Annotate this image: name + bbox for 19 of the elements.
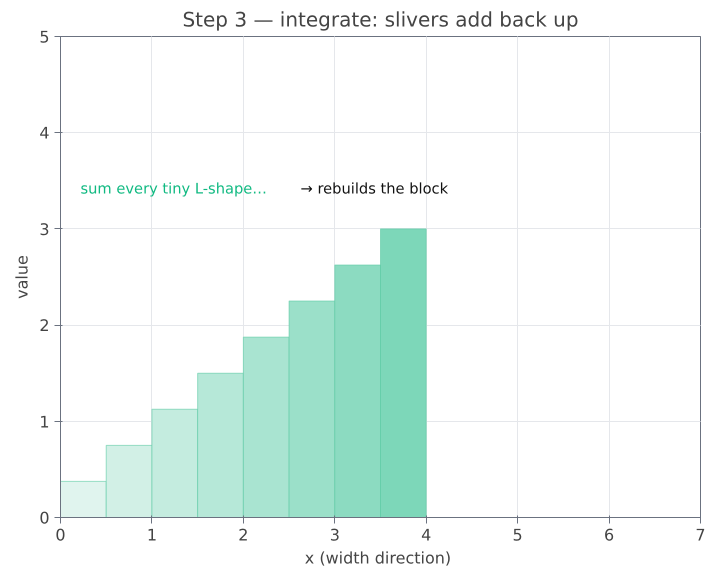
chart-title: Step 3 — integrate: slivers add back up [182,8,579,32]
y-tick-label: 3 [39,220,50,239]
y-tick-label: 0 [39,508,50,528]
y-axis-title: value [12,255,32,299]
y-tick-label: 1 [39,412,50,432]
x-tick-label: 3 [330,526,340,544]
x-tick-label: 7 [695,526,706,544]
annotation: sum every tiny L-shape… [80,180,267,198]
x-tick-label: 5 [512,526,523,544]
x-tick-label: 4 [421,526,432,544]
y-tick-label: 4 [39,124,50,143]
annotation: → rebuilds the block [300,180,449,198]
y-tick-label: 2 [39,316,50,336]
x-axis-title: x (width direction) [304,548,452,568]
y-tick-label: 5 [39,28,50,46]
x-tick-label: 2 [238,526,248,544]
x-tick-label: 1 [146,526,158,544]
x-tick-label: 6 [604,526,614,544]
x-tick-label: 0 [55,526,66,544]
